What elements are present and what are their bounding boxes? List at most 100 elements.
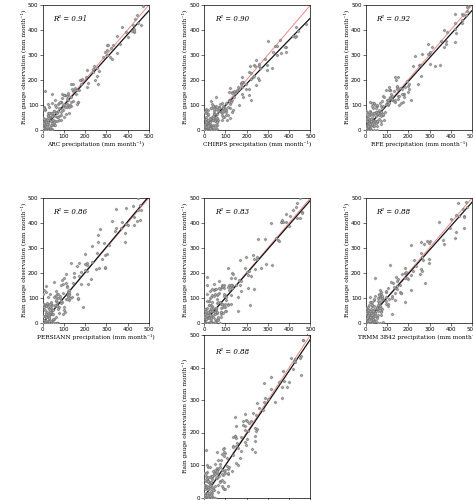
Point [47, 300, 55, 308]
Point [83, 82, 91, 90]
Point [251, 264, 259, 272]
Point [64, 96, 72, 104]
Point [392, 284, 399, 292]
Point [40, 119, 48, 127]
Point [366, 98, 374, 106]
Point [366, 318, 374, 326]
Point [89, 68, 96, 76]
Point [206, 314, 213, 322]
Point [294, 27, 302, 35]
Point [101, 264, 108, 272]
Point [237, 79, 245, 87]
Point [452, 211, 459, 219]
Point [212, 285, 220, 293]
Point [81, 260, 88, 268]
Point [440, 26, 448, 34]
Point [249, 446, 256, 454]
Point [118, 23, 126, 31]
Point [65, 109, 72, 117]
Point [397, 288, 405, 296]
Point [407, 271, 414, 279]
Point [208, 474, 216, 482]
Point [210, 112, 217, 120]
Point [371, 117, 379, 125]
Point [76, 272, 83, 280]
Point [43, 318, 50, 326]
Point [69, 80, 77, 88]
Point [244, 428, 251, 436]
Point [255, 235, 263, 243]
Point [201, 312, 208, 320]
Point [247, 96, 255, 104]
Point [207, 293, 214, 301]
Point [54, 114, 62, 122]
Point [51, 300, 59, 308]
Point [40, 104, 48, 112]
Point [384, 102, 391, 110]
Point [219, 484, 227, 492]
Point [55, 308, 62, 316]
Point [41, 120, 48, 128]
Point [212, 102, 220, 110]
Point [54, 318, 62, 326]
Point [224, 465, 232, 473]
Point [407, 241, 415, 249]
Point [113, 49, 121, 57]
Point [367, 316, 375, 324]
Point [395, 100, 403, 108]
Point [203, 304, 210, 312]
Point [42, 120, 50, 128]
Point [61, 308, 69, 316]
Point [364, 126, 371, 134]
Point [219, 99, 226, 107]
Point [237, 433, 245, 441]
Point [241, 264, 248, 272]
Point [209, 123, 217, 131]
Point [390, 284, 398, 292]
Point [379, 92, 386, 100]
Point [216, 464, 224, 471]
Point [367, 126, 375, 134]
Point [364, 318, 371, 326]
Point [45, 312, 53, 320]
Point [51, 302, 59, 310]
Point [227, 274, 234, 282]
Point [218, 283, 226, 291]
Point [118, 218, 126, 226]
Point [370, 100, 378, 108]
Point [281, 44, 289, 52]
Point [213, 308, 221, 316]
Point [226, 114, 234, 122]
Point [231, 88, 239, 96]
Point [212, 304, 219, 312]
Point [210, 104, 218, 112]
Point [201, 126, 209, 134]
Point [363, 314, 370, 322]
Point [402, 298, 409, 306]
Point [256, 64, 263, 72]
Point [362, 318, 370, 326]
Point [440, 44, 448, 52]
Point [47, 126, 55, 134]
Point [236, 281, 243, 289]
Point [39, 126, 46, 134]
Point [253, 81, 260, 89]
Point [365, 111, 372, 119]
Point [206, 318, 213, 326]
Point [40, 303, 47, 311]
Point [48, 120, 55, 128]
Point [48, 318, 56, 326]
Point [223, 454, 230, 462]
Point [61, 91, 68, 99]
Point [282, 218, 289, 226]
Point [368, 312, 376, 320]
Point [65, 292, 72, 300]
Point [73, 100, 81, 108]
Point [254, 74, 262, 82]
Point [402, 264, 409, 272]
Point [203, 297, 210, 305]
Point [247, 68, 254, 76]
Point [207, 126, 214, 134]
Point [202, 104, 210, 112]
Point [202, 106, 210, 114]
